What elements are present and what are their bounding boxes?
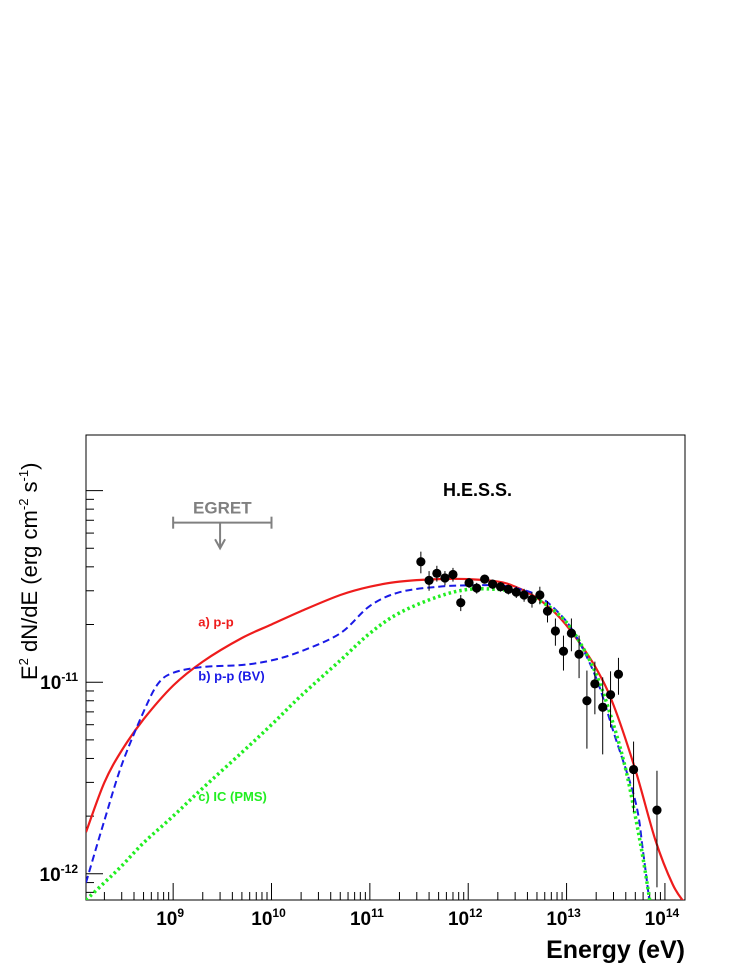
x-tick-label-exponent: 13 [567,906,581,920]
data-point [519,590,529,600]
data-point [448,569,458,580]
data-point [503,584,513,594]
y-axis-title-sup1: 2 [16,658,31,665]
data-point [558,646,569,656]
data-point [652,805,662,815]
y-tick-label-exponent: -11 [61,670,78,684]
series-line-1 [86,577,684,900]
x-tick-label: 1010 [251,906,286,930]
data-point [416,557,426,567]
x-tick-label-exponent: 12 [469,906,483,920]
data-point [440,573,450,583]
x-tick-label-base: 10 [350,909,371,930]
series-label-2: b) p-p (BV) [198,669,264,684]
series-label-3: c) IC (PMS) [198,789,267,804]
series-label-1: a) p-p [198,615,233,630]
y-axis-title: E2 dN/dE (erg cm-2 s-1) [16,463,42,680]
y-tick-label-base: 10 [40,673,61,694]
data-point [605,690,616,700]
data-point [535,590,545,600]
egret-upper-limit: EGRET [172,499,273,551]
data-point [582,696,592,706]
x-axis-title: Energy (eV) [546,936,685,964]
data-point [628,764,639,775]
model-curves [86,577,684,900]
data-point [598,702,608,712]
data-point [613,669,624,679]
hess-label: H.E.S.S. [443,480,512,500]
data-point [550,626,561,636]
series-line-3 [86,586,652,900]
y-axis-title-sup3: -1 [16,470,31,482]
data-point [472,583,482,593]
data-point [432,568,442,578]
x-tick-label-exponent: 9 [177,906,184,920]
y-tick-label: 10-11 [40,670,78,694]
y-tick-label: 10-12 [40,862,79,886]
data-point [574,649,584,659]
y-tick-label-exponent: -12 [61,862,79,876]
data-point [511,587,521,597]
egret-arrow-head [214,538,226,551]
data-point [456,598,466,608]
hess-data-points [416,551,662,888]
x-tick-label-exponent: 14 [666,906,680,920]
series-line-2 [86,584,651,900]
axis-ticks [86,490,666,900]
data-point [542,606,553,616]
data-point [566,628,577,638]
x-tick-label: 1013 [546,906,581,930]
y-axis-title-end: ) [17,463,42,470]
y-axis-title-base: E [17,665,42,680]
x-tick-label-base: 10 [251,909,272,930]
y-axis-title-mid: dN/dE (erg cm [17,510,42,658]
egret-label: EGRET [193,499,252,518]
data-point [488,579,498,589]
data-point [495,582,506,592]
data-point [464,578,474,588]
series-labels: a) p-p b) p-p (BV) c) IC (PMS) [198,615,267,804]
x-tick-label-base: 10 [448,909,469,930]
x-tick-label: 1011 [350,906,384,930]
x-tick-label-exponent: 10 [272,906,286,920]
x-tick-label: 109 [156,906,184,930]
y-tick-label-base: 10 [40,865,61,886]
data-point [527,594,537,605]
x-tick-label-base: 10 [546,909,567,930]
x-tick-label-base: 10 [645,909,666,930]
data-point [424,575,434,585]
data-point [590,679,600,689]
x-tick-label: 1012 [448,906,483,930]
y-axis-title-mid2: s [17,481,42,498]
x-tick-label: 1014 [645,906,680,930]
x-tick-label-exponent: 11 [371,906,384,920]
y-axis-title-sup2: -2 [16,499,31,511]
plot-frame [85,434,686,901]
x-tick-label-base: 10 [156,909,177,930]
data-point [480,574,490,584]
